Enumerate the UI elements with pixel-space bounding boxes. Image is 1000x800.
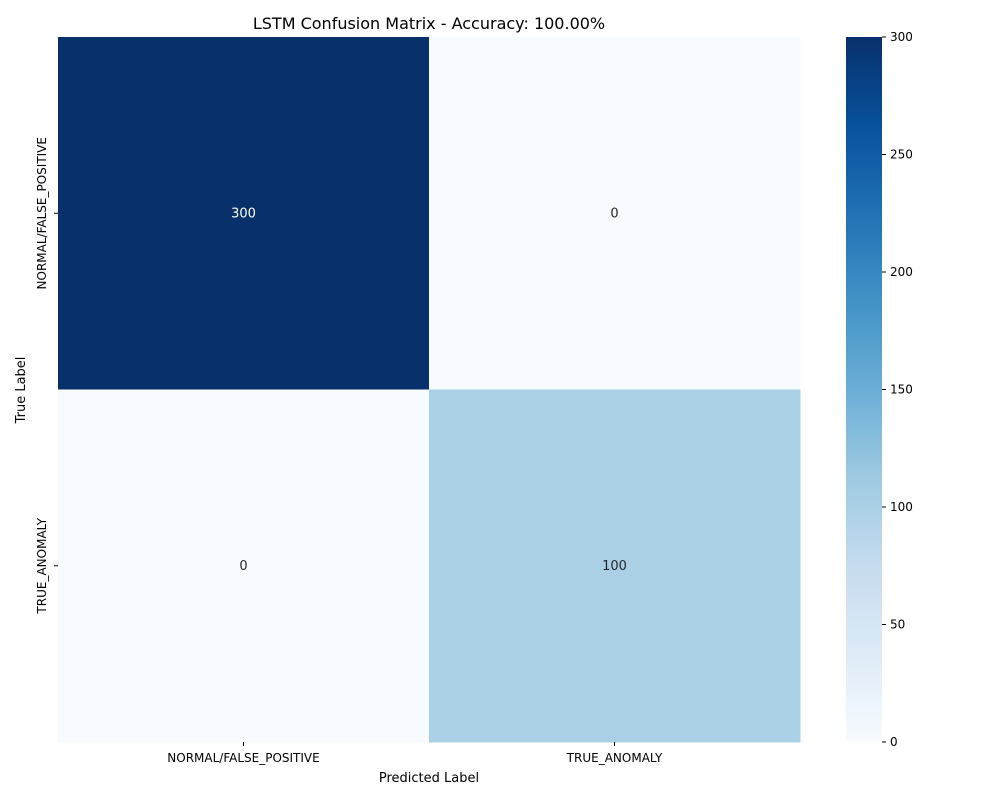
chart-title: LSTM Confusion Matrix - Accuracy: 100.00… (253, 14, 605, 33)
heatmap-cell (58, 37, 430, 390)
colorbar-tick-label: 50 (890, 618, 905, 632)
colorbar: 0 50 100 150 200 250 300 (846, 30, 913, 749)
cell-value-label: 100 (602, 559, 627, 574)
colorbar-tick-label: 300 (890, 30, 913, 44)
y-tick-label: NORMAL/FALSE_POSITIVE (35, 137, 49, 289)
x-axis-label: Predicted Label (379, 771, 479, 786)
cell-value-label: 0 (239, 559, 247, 574)
colorbar-tick-label: 150 (890, 383, 913, 397)
y-axis-label: True Label (14, 357, 29, 425)
heatmap-cell (58, 389, 430, 743)
colorbar-tick-label: 250 (890, 148, 913, 162)
heatmap-cell (429, 389, 801, 743)
x-tick-label: NORMAL/FALSE_POSITIVE (167, 751, 319, 765)
y-axis-ticks: NORMAL/FALSE_POSITIVE TRUE_ANOMALY (35, 137, 58, 615)
x-tick-label: TRUE_ANOMALY (566, 751, 663, 765)
heatmap-cell (429, 37, 801, 390)
colorbar-tick-label: 0 (890, 735, 898, 749)
cell-value-label: 0 (610, 206, 618, 221)
cell-value-label: 300 (231, 206, 256, 221)
x-axis-ticks: NORMAL/FALSE_POSITIVE TRUE_ANOMALY (167, 742, 663, 765)
heatmap-cells: 300 0 0 100 (58, 37, 801, 743)
colorbar-gradient (846, 37, 882, 742)
colorbar-tick-label: 100 (890, 500, 913, 514)
colorbar-tick-label: 200 (890, 265, 913, 279)
y-tick-label: TRUE_ANOMALY (35, 517, 49, 614)
